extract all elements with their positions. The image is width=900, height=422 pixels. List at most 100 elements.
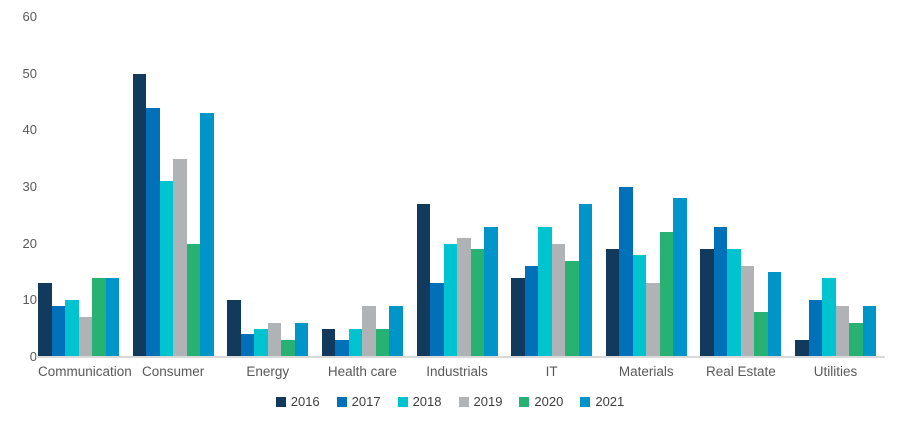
legend-swatch-2017 <box>336 396 347 407</box>
bar-group-energy <box>227 17 309 357</box>
legend-label-2018: 2018 <box>412 394 442 409</box>
x-label-it: IT <box>545 364 558 379</box>
bar-group-communication <box>38 17 119 357</box>
bar-group-health-care <box>321 17 403 357</box>
y-tick-20: 20 <box>22 235 37 251</box>
legend-label-2017: 2017 <box>351 394 381 409</box>
bar-2020-utilities <box>849 323 863 357</box>
y-tick-30: 30 <box>22 179 37 194</box>
legend-swatch-2019 <box>458 396 469 407</box>
bar-2016-communication <box>38 283 52 357</box>
bar-2018-energy <box>254 329 268 357</box>
legend: 2016 2017 2018 2019 2020 2021 <box>0 394 900 409</box>
x-axis-line <box>36 356 885 358</box>
bar-group-it <box>511 17 593 357</box>
bar-2018-industrials <box>443 244 457 357</box>
bar-2020-materials <box>659 232 674 357</box>
bar-group-industrials <box>416 17 498 357</box>
bar-2018-it <box>538 227 552 357</box>
bar-2020-energy <box>281 340 295 357</box>
bar-2016-energy <box>227 300 241 357</box>
x-label-industrials: Industrials <box>426 364 488 379</box>
x-label-real-estate: Real Estate <box>705 364 776 379</box>
bar-2016-consumer <box>132 74 147 357</box>
bar-2019-it <box>551 244 566 357</box>
legend-item-2021: 2021 <box>580 394 624 409</box>
bar-2018-utilities <box>822 278 836 357</box>
y-tick-60: 60 <box>22 9 37 24</box>
bar-2019-communication <box>78 317 92 357</box>
bar-2017-energy <box>240 334 255 357</box>
bar-2019-real-estate <box>740 266 755 357</box>
bar-2017-materials <box>619 187 633 357</box>
legend-item-2016: 2016 <box>275 394 320 409</box>
bar-2017-it <box>524 266 539 357</box>
bar-2016-it <box>511 278 525 357</box>
bar-2017-communication <box>51 306 65 357</box>
legend-item-2018: 2018 <box>397 394 442 409</box>
bar-2017-industrials <box>430 283 444 357</box>
legend-label-2016: 2016 <box>290 394 320 409</box>
x-label-consumer: Consumer <box>141 364 205 379</box>
bar-2019-health-care <box>362 306 376 357</box>
bar-2017-health-care <box>335 340 349 357</box>
bar-group-materials <box>605 17 687 357</box>
x-axis-labels: Communication Consumer Energy Health care In… <box>38 364 876 379</box>
bar-2018-consumer <box>159 181 174 357</box>
bar-2017-consumer <box>146 108 160 357</box>
bar-2019-energy <box>267 323 282 357</box>
bar-2017-utilities <box>808 300 822 357</box>
legend-swatch-2021 <box>580 396 591 407</box>
legend-label-2019: 2019 <box>473 394 503 409</box>
bar-2021-materials <box>673 198 687 357</box>
bar-2021-real-estate <box>767 272 782 357</box>
bar-2020-communication <box>92 278 106 357</box>
bar-2020-consumer <box>186 244 201 357</box>
bar-2016-industrials <box>416 204 430 357</box>
bar-2016-utilities <box>795 340 809 357</box>
x-label-energy: Energy <box>246 364 290 379</box>
bar-2019-consumer <box>173 159 187 357</box>
bar-2017-real-estate <box>713 227 728 357</box>
bar-2018-real-estate <box>727 249 741 357</box>
bar-2016-real-estate <box>700 249 714 357</box>
x-label-materials: Materials <box>618 364 674 379</box>
bar-2021-energy <box>294 323 309 357</box>
bar-2021-industrials <box>484 227 498 357</box>
y-tick-0: 0 <box>29 349 37 364</box>
bar-2021-communication <box>105 278 119 357</box>
bar-2021-utilities <box>862 306 876 357</box>
bar-2021-consumer <box>200 113 214 357</box>
x-label-health-care: Health care <box>327 364 397 379</box>
plot-area <box>38 17 876 357</box>
y-tick-40: 40 <box>22 122 37 138</box>
bar-2021-health-care <box>389 306 403 357</box>
legend-item-2019: 2019 <box>458 394 503 409</box>
bar-2016-materials <box>605 249 620 357</box>
legend-swatch-2020 <box>519 396 530 407</box>
legend-label-2021: 2021 <box>595 394 625 409</box>
bar-2020-health-care <box>375 329 390 357</box>
bar-2020-industrials <box>470 249 484 357</box>
bar-2016-health-care <box>321 329 336 357</box>
legend-label-2020: 2020 <box>534 394 564 409</box>
x-label-communication: Communication <box>38 364 132 379</box>
bar-group-real-estate <box>700 17 782 357</box>
bar-group-consumer <box>132 17 214 357</box>
legend-item-2017: 2017 <box>336 394 381 409</box>
bar-2019-utilities <box>835 306 849 357</box>
bar-2018-materials <box>632 255 647 357</box>
bar-2020-it <box>565 261 579 357</box>
bar-2019-industrials <box>457 238 471 357</box>
bar-2018-communication <box>65 300 79 357</box>
bar-2021-it <box>578 204 593 357</box>
y-tick-10: 10 <box>22 292 37 308</box>
y-tick-50: 50 <box>22 65 37 81</box>
bar-2019-materials <box>646 283 660 357</box>
bar-2018-health-care <box>348 329 363 357</box>
bar-group-utilities <box>795 17 876 357</box>
bar-2020-real-estate <box>754 312 768 357</box>
x-label-utilities: Utilities <box>813 364 858 379</box>
legend-swatch-2018 <box>397 396 408 407</box>
